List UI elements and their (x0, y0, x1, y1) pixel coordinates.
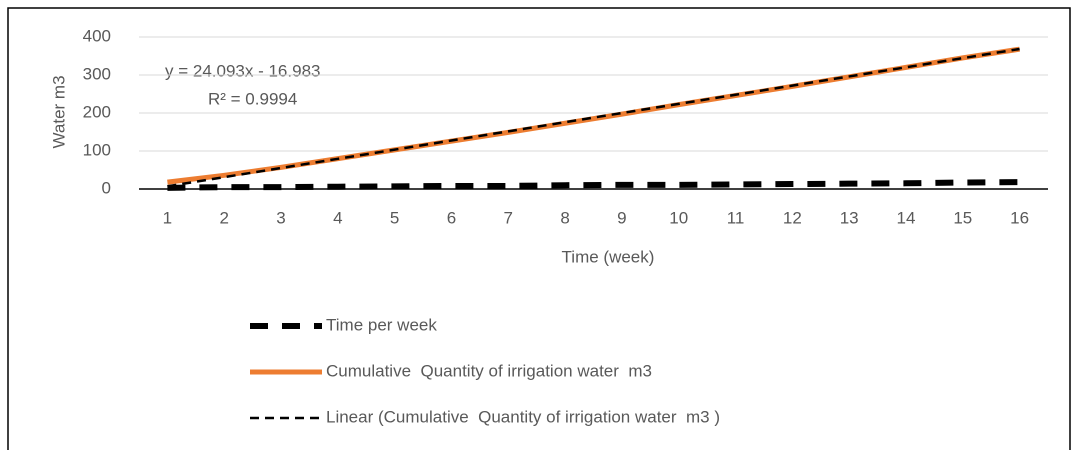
y-tick-label: 300 (83, 64, 111, 83)
x-tick-label: 13 (840, 208, 859, 227)
x-tick-label: 3 (276, 208, 285, 227)
y-tick-label: 400 (83, 26, 111, 45)
series-line (167, 179, 1020, 191)
trend-equation: y = 24.093x - 16.983 (165, 61, 320, 80)
x-tick-label: 4 (333, 208, 342, 227)
legend-label: Cumulative Quantity of irrigation water … (326, 361, 652, 380)
x-tick-label: 16 (1010, 208, 1029, 227)
x-tick-label: 7 (504, 208, 513, 227)
y-tick-label: 200 (83, 102, 111, 121)
x-tick-label: 14 (897, 208, 916, 227)
x-tick-label: 9 (617, 208, 626, 227)
x-tick-label: 10 (669, 208, 688, 227)
x-tick-label: 15 (953, 208, 972, 227)
y-tick-label: 100 (83, 140, 111, 159)
series-line (167, 47, 1020, 188)
x-tick-label: 2 (219, 208, 228, 227)
frame (7, 7, 1071, 450)
x-axis-title: Time (week) (562, 247, 655, 266)
x-tick-label: 12 (783, 208, 802, 227)
y-axis-title: Water m3 (49, 75, 68, 148)
y-tick-label: 0 (102, 178, 111, 197)
legend-label: Time per week (326, 315, 437, 334)
legend-label: Linear (Cumulative Quantity of irrigatio… (326, 407, 720, 426)
x-tick-label: 5 (390, 208, 399, 227)
x-tick-label: 1 (163, 208, 172, 227)
x-tick-label: 11 (727, 208, 745, 227)
x-tick-label: 6 (447, 208, 456, 227)
x-tick-label: 8 (560, 208, 569, 227)
trend-r2: R² = 0.9994 (208, 89, 297, 108)
